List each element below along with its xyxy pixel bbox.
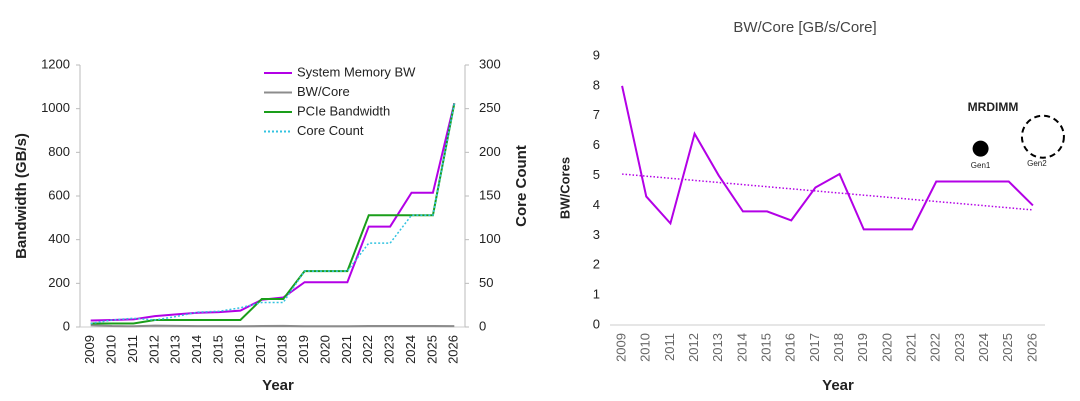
x-tick-label: 2013: [710, 333, 725, 362]
x-tick-label: 2021: [904, 333, 919, 362]
x-tick-label: 2012: [146, 335, 161, 364]
y-tick-label: 400: [48, 231, 70, 246]
x-tick-label: 2022: [360, 335, 375, 364]
x-tick-label: 2019: [296, 335, 311, 364]
x-tick-label: 2017: [807, 333, 822, 362]
x-tick-label: 2018: [831, 333, 846, 362]
y-tick-label: 1: [593, 287, 600, 302]
y-tick-label: 9: [593, 47, 600, 62]
y-tick-label: 0: [593, 316, 600, 331]
x-tick-label: 2019: [855, 333, 870, 362]
x-tick-label: 2026: [1024, 333, 1039, 362]
marker: [1020, 114, 1065, 159]
annotation: MRDIMM: [968, 100, 1019, 114]
y-tick-label: 0: [63, 318, 70, 333]
series-line: [90, 103, 456, 325]
y-tick-label: 3: [593, 227, 600, 242]
y-tick-label: 6: [593, 137, 600, 152]
y2-tick-label: 50: [479, 275, 493, 290]
y2-tick-label: 300: [479, 56, 501, 71]
x-tick-label: 2012: [686, 333, 701, 362]
marker-label: Gen1: [971, 161, 991, 170]
x-tick-label: 2025: [424, 335, 439, 364]
trendline: [622, 173, 1033, 211]
x-tick-label: 2009: [82, 335, 97, 364]
x-tick-label: 2011: [662, 333, 677, 361]
x-tick-label: 2010: [104, 335, 119, 364]
y-tick-label: 1000: [41, 100, 70, 115]
legend-label: BW/Core: [297, 84, 350, 99]
x-tick-label: 2025: [1000, 333, 1015, 362]
x-tick-label: 2010: [638, 333, 653, 362]
y-tick-label: 800: [48, 144, 70, 159]
x-tick-label: 2023: [952, 333, 967, 362]
x-tick-label: 2024: [403, 335, 418, 364]
x-axis-label: Year: [262, 377, 294, 394]
x-tick-label: 2016: [783, 333, 798, 362]
x-tick-label: 2018: [275, 335, 290, 364]
legend-label: PCIe Bandwidth: [297, 103, 390, 118]
marker: [972, 140, 989, 157]
y-tick-label: 1200: [41, 56, 70, 71]
y-tick-label: 2: [593, 257, 600, 272]
y2-tick-label: 150: [479, 187, 501, 202]
legend-label: Core Count: [297, 123, 364, 138]
y-tick-label: 4: [593, 197, 600, 212]
x-tick-label: 2015: [210, 335, 225, 364]
x-axis-label: Year: [822, 377, 854, 394]
series-line: [90, 103, 456, 325]
y2-tick-label: 200: [479, 144, 501, 159]
y-axis-label: BW/Cores: [557, 157, 572, 219]
marker-label: Gen2: [1027, 159, 1047, 168]
x-tick-label: 2014: [189, 335, 204, 364]
y-tick-label: 600: [48, 187, 70, 202]
x-tick-label: 2015: [759, 333, 774, 362]
y2-tick-label: 100: [479, 231, 501, 246]
x-tick-label: 2020: [879, 333, 894, 362]
y2-tick-label: 0: [479, 318, 486, 333]
series-line: [90, 324, 455, 328]
x-tick-label: 2026: [446, 335, 461, 364]
x-tick-label: 2014: [734, 333, 749, 362]
y-tick-label: 200: [48, 275, 70, 290]
x-tick-label: 2024: [976, 333, 991, 362]
x-tick-label: 2021: [339, 335, 354, 364]
y-tick-label: 5: [593, 167, 600, 182]
x-tick-label: 2013: [168, 335, 183, 364]
y-axis-label: Bandwidth (GB/s): [13, 133, 30, 259]
y2-tick-label: 250: [479, 100, 501, 115]
legend-label: System Memory BW: [297, 64, 416, 79]
x-tick-label: 2016: [232, 335, 247, 364]
x-tick-label: 2022: [928, 333, 943, 362]
x-tick-label: 2009: [614, 333, 629, 362]
y-tick-label: 8: [593, 77, 600, 92]
chart-title: BW/Core [GB/s/Core]: [733, 19, 876, 36]
series-line: [621, 85, 1034, 231]
series-line: [90, 102, 456, 322]
x-tick-label: 2023: [382, 335, 397, 364]
y2-axis-label: Core Count: [513, 145, 530, 227]
x-tick-label: 2017: [253, 335, 268, 364]
x-tick-label: 2011: [125, 335, 140, 363]
y-tick-label: 7: [593, 107, 600, 122]
x-tick-label: 2020: [317, 335, 332, 364]
